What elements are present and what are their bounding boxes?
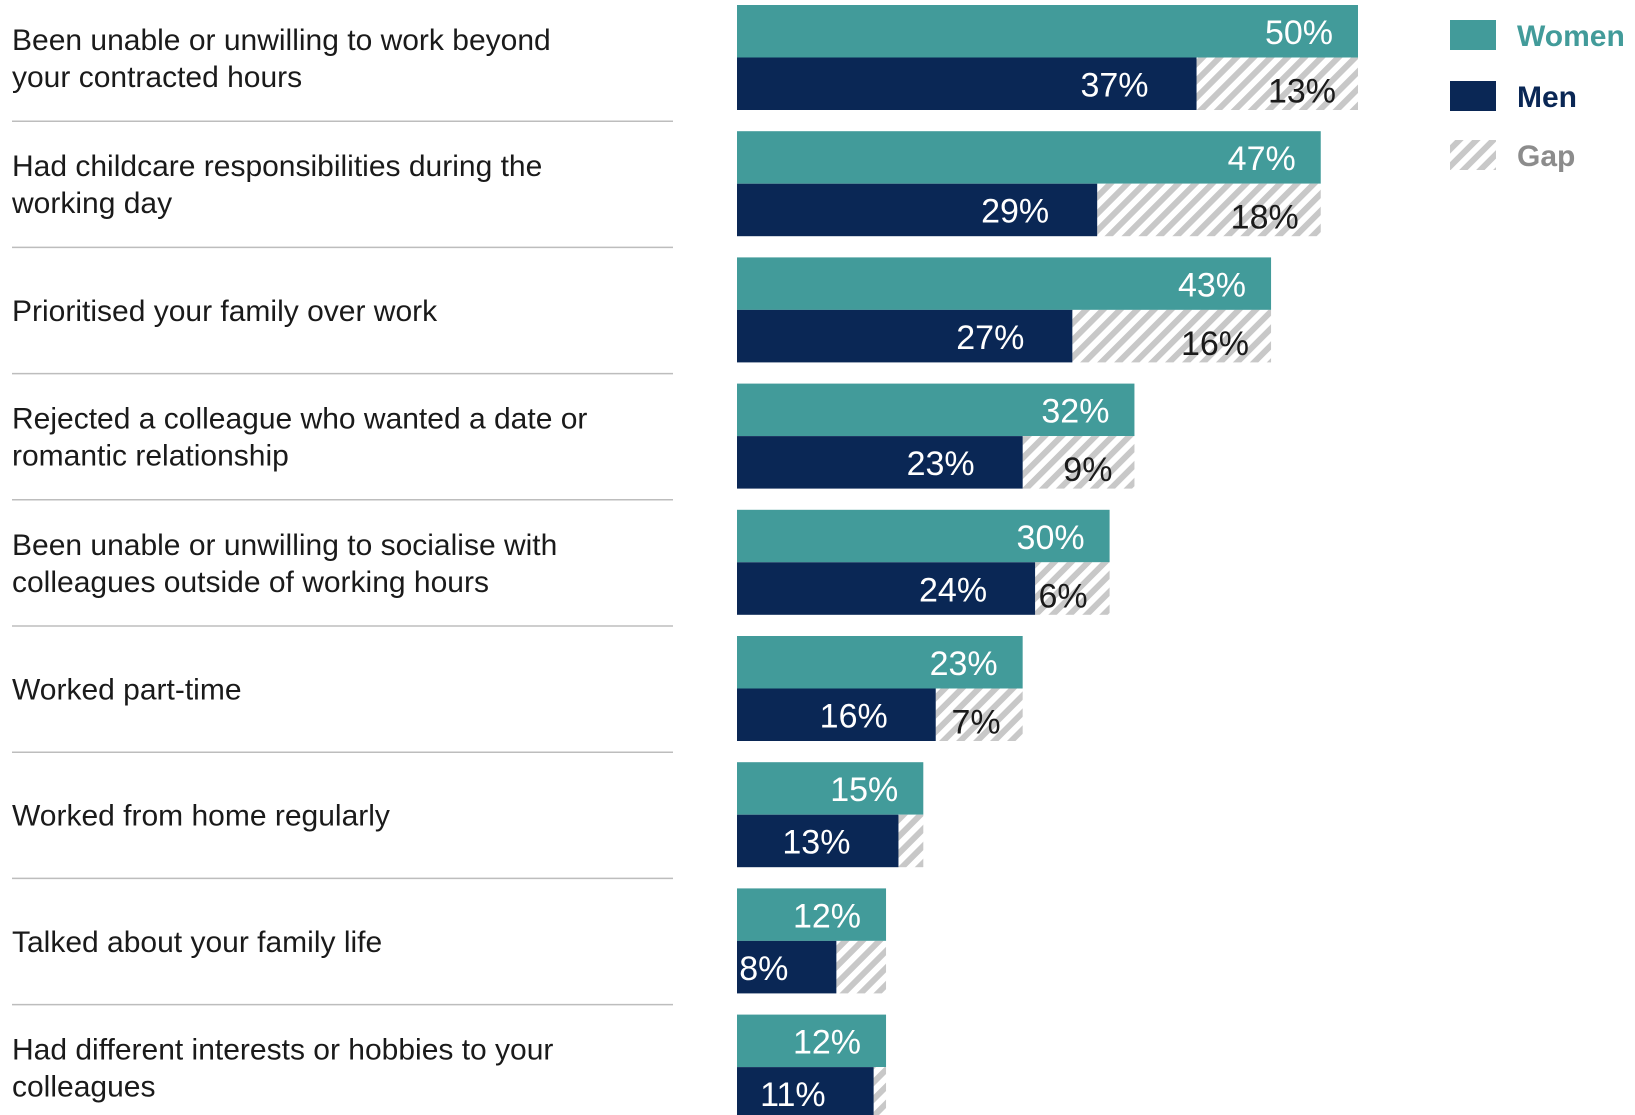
legend-label-women: Women: [1517, 20, 1625, 53]
category-label: Been unable or unwilling to work beyond y…: [12, 24, 551, 94]
gap-bar: [836, 940, 887, 994]
gap-bar: [898, 814, 924, 868]
category-label-line: Worked part-time: [12, 674, 242, 707]
category-label: Prioritised your family over work: [12, 295, 438, 328]
category-label-line: Had childcare responsibilities during th…: [12, 150, 542, 183]
gap-value-label: 9%: [1063, 451, 1112, 489]
category-label-line: Had different interests or hobbies to yo…: [12, 1034, 553, 1067]
men-bar: [737, 57, 1197, 110]
legend-swatch-women: [1450, 20, 1496, 50]
category-label: Rejected a colleague who wanted a date o…: [12, 403, 587, 473]
men-value-label: 13%: [782, 824, 850, 862]
women-value-label: 23%: [930, 645, 998, 683]
gap-bar: [1097, 183, 1321, 237]
men-bar: [737, 183, 1098, 237]
men-value-label: 8%: [739, 950, 788, 988]
women-bar: [737, 509, 1110, 563]
men-bar: [737, 309, 1073, 363]
men-bar: [737, 562, 1036, 615]
category-label-line: colleagues outside of working hours: [12, 566, 489, 599]
women-value-label: 47%: [1228, 140, 1296, 178]
men-value-label: 23%: [907, 445, 975, 483]
category-label-line: romantic relationship: [12, 440, 289, 473]
men-value-label: 29%: [981, 193, 1049, 231]
gap-value-label: 6%: [1038, 577, 1087, 615]
legend-label-gap: Gap: [1517, 140, 1575, 173]
category-label: Been unable or unwilling to socialise wi…: [12, 529, 557, 599]
category-label-line: colleagues: [12, 1071, 155, 1104]
gap-bar: [873, 1067, 887, 1115]
category-label-line: working day: [11, 187, 172, 220]
gap-value-label: 16%: [1181, 325, 1249, 363]
women-value-label: 50%: [1265, 14, 1333, 52]
gap-value-label: 7%: [952, 704, 1001, 742]
category-label: Had childcare responsibilities during th…: [11, 150, 542, 220]
women-bar: [737, 383, 1135, 437]
men-bar: [737, 940, 837, 994]
women-bar: [737, 131, 1321, 184]
gap-value-label: 13%: [1268, 73, 1336, 111]
category-label-line: Talked about your family life: [12, 926, 382, 959]
category-label: Talked about your family life: [12, 926, 382, 959]
category-label-line: Been unable or unwilling to work beyond: [12, 24, 551, 57]
women-value-label: 12%: [793, 1024, 861, 1062]
gap-bar: [1072, 309, 1272, 363]
women-value-label: 30%: [1017, 519, 1085, 557]
men-value-label: 24%: [919, 571, 987, 609]
legend-swatch-men: [1450, 81, 1496, 111]
women-value-label: 12%: [793, 897, 861, 935]
women-bar: [737, 888, 887, 941]
category-label-line: your contracted hours: [12, 61, 302, 94]
gap-bar: [1022, 436, 1135, 489]
category-label-line: Rejected a colleague who wanted a date o…: [12, 403, 587, 436]
men-value-label: 27%: [956, 319, 1024, 357]
women-bar: [737, 1014, 887, 1068]
women-value-label: 43%: [1178, 266, 1246, 304]
men-bar: [737, 814, 899, 868]
women-bar: [737, 5, 1358, 58]
category-label: Worked from home regularly: [12, 800, 390, 833]
gap-bar: [1196, 57, 1358, 110]
men-bar: [737, 1067, 874, 1115]
category-label: Worked part-time: [12, 674, 242, 707]
women-value-label: 15%: [830, 771, 898, 809]
gap-bar: [935, 688, 1023, 741]
men-value-label: 37%: [1080, 67, 1148, 105]
category-label: Had different interests or hobbies to yo…: [12, 1034, 553, 1104]
women-bar: [737, 762, 924, 815]
legend-swatch-gap: [1450, 140, 1496, 170]
women-bar: [737, 636, 1023, 689]
women-value-label: 32%: [1041, 393, 1109, 431]
category-label-line: Been unable or unwilling to socialise wi…: [12, 529, 557, 562]
men-bar: [737, 436, 1023, 489]
category-label-line: Worked from home regularly: [12, 800, 390, 833]
men-bar: [737, 688, 936, 741]
women-bar: [737, 257, 1272, 310]
gap-value-label: 18%: [1231, 199, 1299, 237]
men-value-label: 16%: [820, 698, 888, 736]
men-value-label: 11%: [760, 1076, 826, 1114]
gap-bar: [1035, 562, 1110, 615]
category-label-line: Prioritised your family over work: [12, 295, 438, 328]
legend-label-men: Men: [1517, 81, 1577, 114]
